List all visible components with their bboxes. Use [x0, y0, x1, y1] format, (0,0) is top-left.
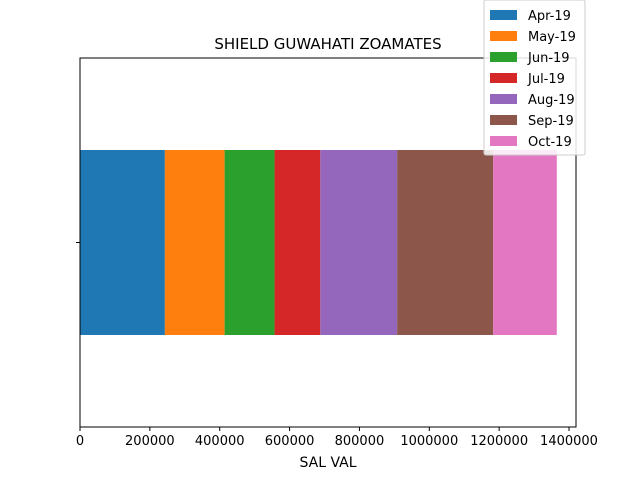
legend-label: Sep-19 — [528, 114, 574, 129]
x-tick-label: 1000000 — [400, 434, 458, 449]
legend-label: Aug-19 — [528, 93, 575, 108]
x-tick-label: 1400000 — [540, 434, 598, 449]
legend-swatch — [490, 52, 517, 62]
x-tick-label: 1200000 — [470, 434, 528, 449]
legend-swatch — [490, 10, 517, 20]
bar-segment-oct-19 — [493, 150, 557, 335]
legend-swatch — [490, 73, 517, 83]
bar-segment-apr-19 — [80, 150, 165, 335]
x-tick-label: 400000 — [195, 434, 245, 449]
legend-label: Jul-19 — [527, 72, 565, 87]
x-axis-title: SAL VAL — [299, 455, 356, 471]
legend-label: May-19 — [528, 30, 576, 45]
legend-label: Apr-19 — [528, 9, 571, 24]
x-tick-label: 200000 — [125, 434, 175, 449]
bar-segment-jun-19 — [224, 150, 275, 335]
legend-swatch — [490, 136, 517, 146]
legend-label: Oct-19 — [528, 135, 572, 150]
legend: Apr-19 May-19 Jun-19 Jul-19 Aug-19 Sep-19 Oct-… — [483, 0, 586, 156]
legend-label: Jun-19 — [527, 51, 570, 66]
bar-segments — [80, 150, 557, 335]
bar-segment-jul-19 — [274, 150, 321, 335]
x-tick-label: 800000 — [335, 434, 385, 449]
x-tick-label: 600000 — [265, 434, 315, 449]
bar-segment-sep-19 — [397, 150, 494, 335]
x-tick-label: 0 — [76, 434, 84, 449]
bar-segment-aug-19 — [320, 150, 398, 335]
bar-segment-may-19 — [164, 150, 225, 335]
legend-swatch — [490, 31, 517, 41]
legend-swatch — [490, 94, 517, 104]
chart-title: SHIELD GUWAHATI ZOAMATES — [214, 35, 441, 53]
legend-swatch — [490, 115, 517, 125]
x-axis: 0 200000 400000 600000 800000 1000000 1200000 1… — [76, 427, 598, 449]
